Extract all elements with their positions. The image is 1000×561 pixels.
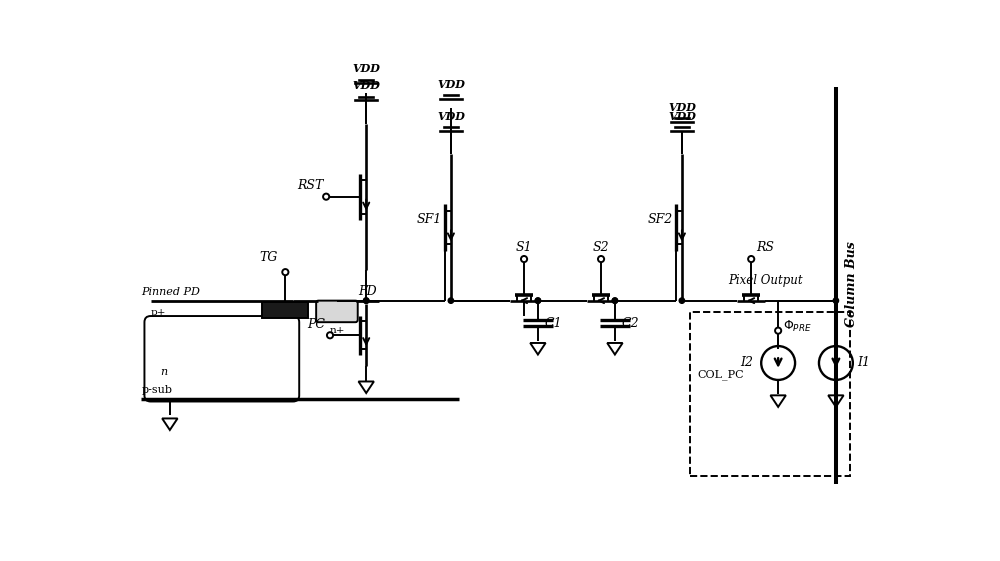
Text: p+: p+ (151, 307, 166, 316)
Circle shape (679, 298, 685, 304)
Circle shape (612, 298, 618, 304)
Text: TG: TG (259, 251, 278, 264)
Text: VDD: VDD (437, 79, 465, 90)
Text: PC: PC (307, 319, 325, 332)
Text: n: n (160, 367, 167, 377)
Text: VDD: VDD (352, 63, 380, 74)
Circle shape (535, 298, 541, 304)
Text: Column Bus: Column Bus (845, 241, 858, 327)
Text: VDD: VDD (352, 80, 380, 91)
Bar (690, 312, 850, 476)
Circle shape (448, 298, 454, 304)
Text: VDD: VDD (437, 111, 465, 122)
Text: S1: S1 (516, 241, 532, 255)
Circle shape (535, 298, 541, 304)
Text: C1: C1 (544, 317, 562, 330)
Text: Pinned PD: Pinned PD (141, 287, 200, 297)
Text: $\mathit{\Phi}_{PRE}$: $\mathit{\Phi}_{PRE}$ (783, 319, 812, 334)
Text: RS: RS (756, 241, 774, 255)
Circle shape (364, 298, 369, 304)
Text: FD: FD (358, 284, 377, 297)
Text: SF2: SF2 (647, 213, 673, 226)
Text: C2: C2 (621, 317, 639, 330)
Circle shape (833, 298, 839, 304)
Circle shape (364, 298, 369, 304)
Text: RST: RST (297, 179, 323, 192)
Text: Pixel Output: Pixel Output (728, 274, 803, 287)
Text: p-sub: p-sub (141, 385, 172, 396)
FancyBboxPatch shape (316, 301, 358, 322)
Bar (262, 302, 308, 318)
Text: S2: S2 (593, 241, 609, 255)
Text: VDD: VDD (668, 111, 696, 122)
Circle shape (612, 298, 618, 304)
Text: I1: I1 (857, 356, 870, 370)
Text: COL_PC: COL_PC (697, 369, 744, 380)
Text: VDD: VDD (668, 102, 696, 113)
Text: I2: I2 (741, 356, 754, 370)
Text: SF1: SF1 (416, 213, 442, 226)
Text: n+: n+ (329, 326, 345, 335)
